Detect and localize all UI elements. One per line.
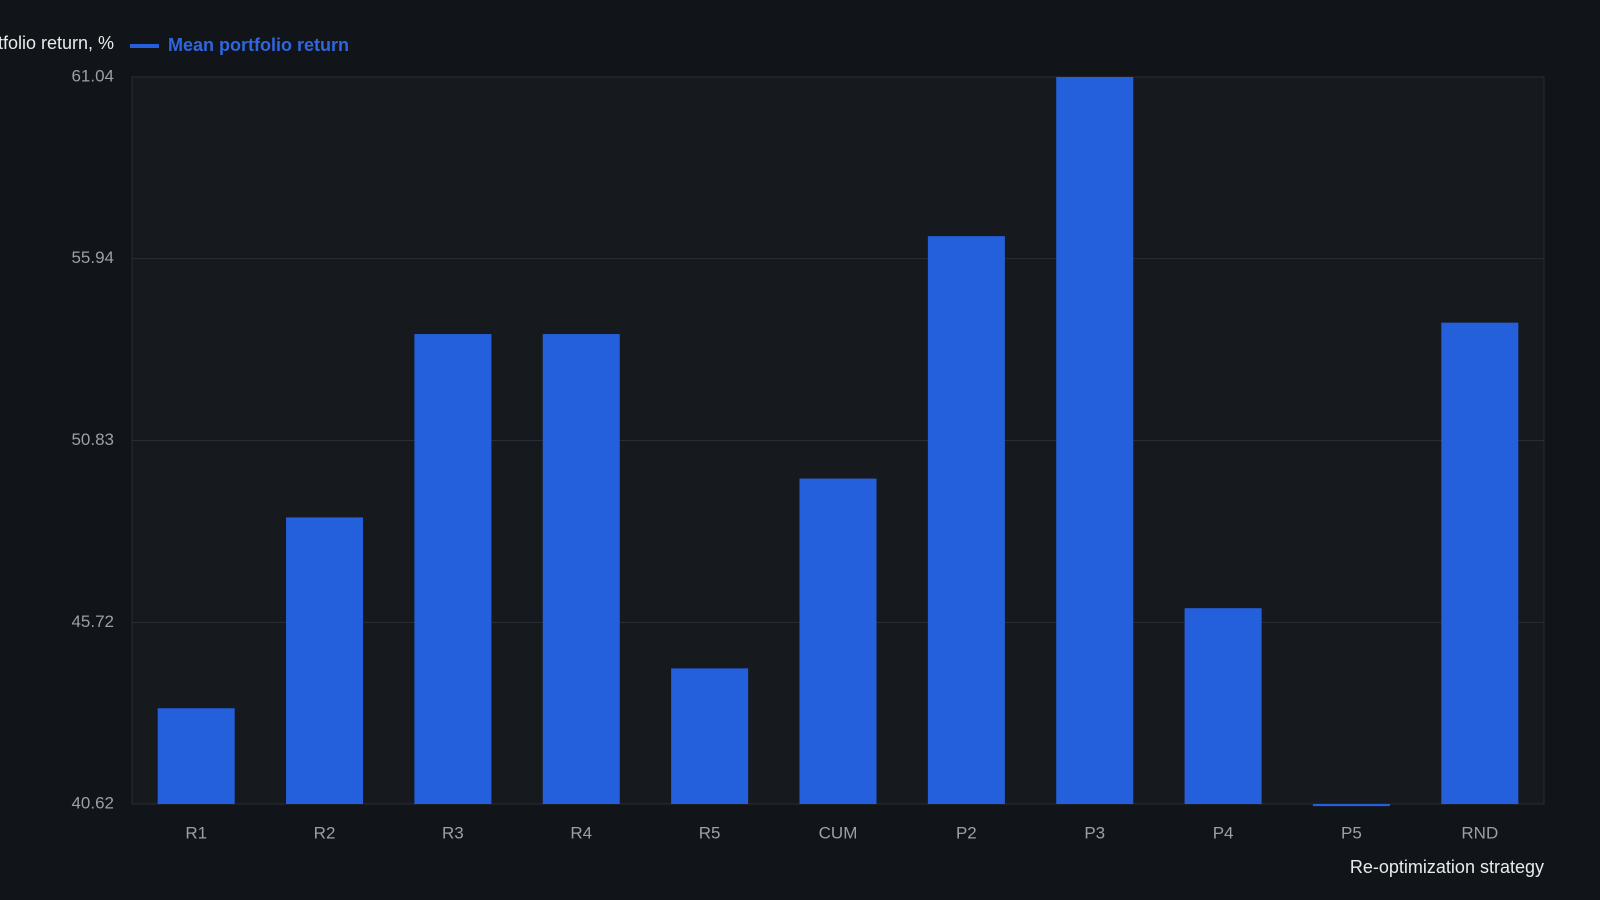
bar [1312, 804, 1390, 807]
x-tick-label: P5 [1341, 823, 1362, 842]
x-tick-label: R2 [314, 823, 336, 842]
bar [1056, 77, 1134, 804]
bar [414, 334, 492, 804]
x-tick-label: CUM [819, 823, 858, 842]
x-tick-label: R4 [570, 823, 592, 842]
x-tick-label: P4 [1213, 823, 1234, 842]
bar [157, 708, 235, 804]
y-tick-label: 40.62 [71, 793, 114, 812]
legend-label: Mean portfolio return [168, 35, 349, 55]
x-tick-label: R3 [442, 823, 464, 842]
bar [1184, 608, 1262, 804]
bar [927, 236, 1005, 804]
y-tick-label: 45.72 [71, 612, 114, 631]
x-tick-label: P3 [1084, 823, 1105, 842]
y-tick-label: 61.04 [71, 66, 114, 85]
x-tick-label: P2 [956, 823, 977, 842]
x-tick-label: R1 [185, 823, 207, 842]
bar [799, 478, 877, 804]
bar [1441, 322, 1519, 804]
x-tick-label: RND [1461, 823, 1498, 842]
bar [542, 334, 620, 804]
y-tick-label: 50.83 [71, 430, 114, 449]
x-tick-label: R5 [699, 823, 721, 842]
bar [671, 668, 749, 804]
x-axis-title: Re-optimization strategy [1350, 857, 1544, 877]
y-axis-title: Mean portfolio return, % [0, 33, 114, 53]
bar [286, 517, 364, 804]
y-tick-label: 55.94 [71, 248, 114, 267]
